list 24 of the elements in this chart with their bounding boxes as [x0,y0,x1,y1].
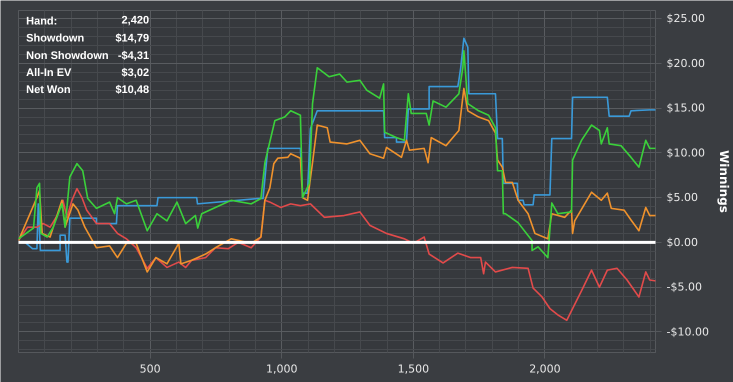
annotation: $14,79 [115,32,150,45]
annotation: $3,02 [122,66,150,79]
annotation: Non Showdown [26,50,109,62]
annotation: -$4,31 [118,50,150,62]
line-series [18,188,656,322]
y-tick-label: $20.00 [666,56,705,70]
y-tick-label: $5.00 [666,191,698,204]
annotation: Hand: [26,16,58,28]
annotation: All-In EV [26,66,72,79]
y-tick-label: $15.00 [666,102,705,115]
annotation: $10,48 [115,84,150,96]
y-tick-label: $10.00 [666,146,705,160]
annotation: Showdown [26,32,84,45]
annotation: Net Won [26,84,71,96]
x-tick-label: 1,500 [398,362,430,376]
x-tick-label: 500 [140,362,161,376]
x-tick-label: 2,000 [529,362,561,376]
annotation: 2,420 [122,14,150,27]
x-tick-label: 1,000 [266,362,298,376]
y-tick-label: -$10.00 [666,325,709,338]
y-tick-label: $0.00 [666,236,698,249]
y-tick-label: -$5.00 [666,280,702,294]
y-tick-label: $25.00 [666,12,705,26]
y-axis-title: Winnings [716,150,731,213]
